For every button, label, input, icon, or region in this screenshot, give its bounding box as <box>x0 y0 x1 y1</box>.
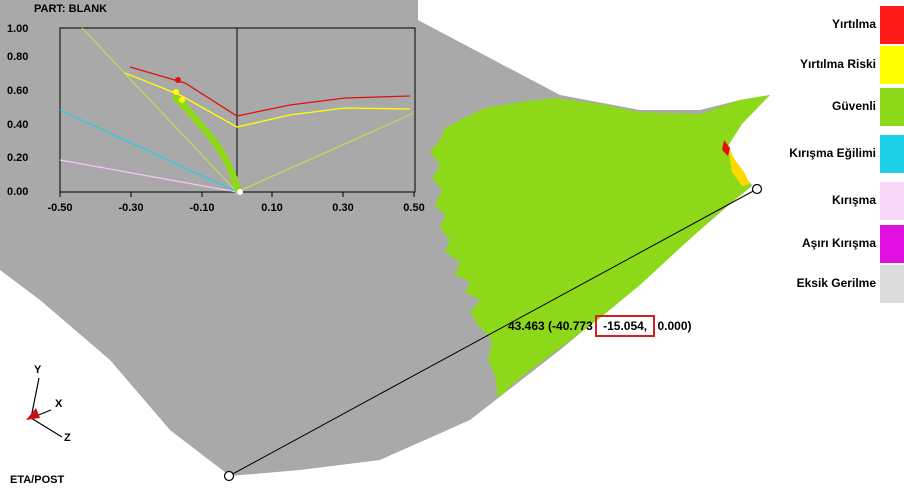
legend-item-insufficient-stretch: Eksik Gerilme <box>770 265 904 303</box>
measure-point-start[interactable] <box>223 470 235 482</box>
fracture-tip <box>722 140 730 156</box>
x-tick-label: -0.10 <box>189 202 215 214</box>
legend-label: Yırtılma Riski <box>799 57 876 71</box>
triad-y-label: Y <box>34 364 42 376</box>
x-tick-label: 0.30 <box>332 202 354 214</box>
y-tick-label: 0.40 <box>7 119 29 131</box>
legend-label: Aşırı Kırışma <box>801 236 876 250</box>
readout-y-highlighted: -15.054, <box>595 315 656 337</box>
y-tick-label: 0.60 <box>7 85 29 97</box>
y-tick-label: 0.00 <box>7 186 29 198</box>
legend-label: Eksik Gerilme <box>796 276 876 290</box>
x-tick-label: 0.50 <box>403 202 425 214</box>
triad-z-label: Z <box>64 432 71 444</box>
legend-swatch <box>880 265 904 303</box>
readout-x: (-40.773 <box>548 319 593 333</box>
safe-zone-region <box>430 95 770 398</box>
measure-line <box>228 188 758 477</box>
legend-label: Yırtılma <box>831 17 876 31</box>
fld-wrinkle-tendency-line <box>59 109 238 193</box>
x-tick-label: 0.10 <box>261 202 283 214</box>
legend-item-wrinkle: Kırışma <box>770 182 904 220</box>
legend-swatch <box>880 225 904 263</box>
legend-label: Güvenli <box>831 99 876 113</box>
y-tick-label: 0.80 <box>7 51 29 63</box>
legend-item-fracture-risk: Yırtılma Riski <box>770 46 904 84</box>
fld-strain-points <box>172 77 243 195</box>
legend-label: Kırışma Eğilimi <box>789 146 876 160</box>
legend-item-wrinkle-tendency: Kırışma Eğilimi <box>770 135 904 173</box>
fld-safe-curve <box>124 72 411 128</box>
readout-value: 43.463 <box>508 319 545 333</box>
legend-item-safe: Güvenli <box>770 88 904 126</box>
legend-swatch <box>880 135 904 173</box>
x-tick-label: -0.30 <box>118 202 144 214</box>
fld-tick-marks <box>59 192 415 197</box>
y-tick-label: 1.00 <box>7 23 29 35</box>
legend-swatch <box>880 6 904 44</box>
legend-item-severe-wrinkle: Aşırı Kırışma <box>770 225 904 263</box>
measure-point-end[interactable] <box>751 183 763 195</box>
fld-wrinkle-line <box>59 159 238 193</box>
axis-triad <box>26 377 63 438</box>
part-title: PART: BLANK <box>34 3 108 15</box>
x-tick-label: -0.50 <box>47 202 73 214</box>
legend-swatch <box>880 46 904 84</box>
y-tick-label: 0.20 <box>7 152 29 164</box>
legend-swatch <box>880 182 904 220</box>
fracture-risk-tip <box>728 146 750 186</box>
legend-item-fracture: Yırtılma <box>770 6 904 44</box>
fld-plot <box>59 27 416 197</box>
readout-z: 0.000) <box>657 319 692 333</box>
legend-label: Kırışma <box>831 193 876 207</box>
triad-x-label: X <box>55 398 63 410</box>
brand-label: ETA/POST <box>10 474 65 486</box>
coordinate-readout: 43.463 (-40.773 -15.054, 0.000) <box>508 315 692 337</box>
fld-inset-background <box>0 0 418 205</box>
legend-swatch <box>880 88 904 126</box>
